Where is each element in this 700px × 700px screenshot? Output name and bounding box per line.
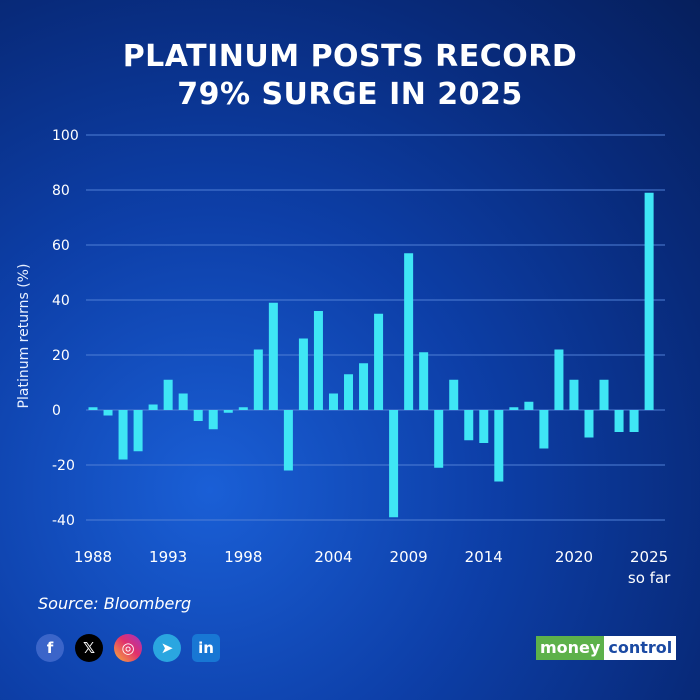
bar-2024 — [629, 410, 639, 432]
bar-2009 — [404, 253, 414, 410]
y-tick-label: -40 — [52, 513, 75, 529]
y-tick-label: 100 — [52, 128, 79, 144]
bar-1996 — [208, 410, 218, 430]
bar-2012 — [449, 379, 459, 410]
instagram-icon[interactable]: ◎ — [114, 634, 142, 662]
y-tick-label: 40 — [52, 293, 70, 309]
bar-2013 — [464, 410, 474, 441]
logo-part-money: money — [536, 636, 605, 660]
bar-1991 — [133, 410, 143, 452]
bar-2016 — [509, 407, 519, 410]
x-tick-label: 1993 — [149, 548, 187, 566]
x-axis-ticks: 1988 1993 1998 2004 2009 2014 2020 2025 so far — [74, 548, 671, 587]
chart-title-line1: PLATINUM POSTS RECORD — [122, 39, 578, 74]
bar-2010 — [419, 352, 429, 410]
x-tick-label: 2014 — [465, 548, 503, 566]
x-tick-label: 2025 — [630, 548, 668, 566]
source-note: Source: Bloomberg — [38, 594, 192, 613]
x-tick-label: 2020 — [555, 548, 593, 566]
bar-2017 — [524, 401, 534, 410]
logo-part-control: control — [604, 636, 677, 660]
bar-2011 — [434, 410, 444, 468]
bar-2021 — [584, 410, 594, 438]
bar-2002 — [298, 338, 308, 410]
bar-2015 — [494, 410, 504, 482]
moneycontrol-logo: money control — [536, 636, 677, 660]
bar-1992 — [148, 404, 158, 410]
bar-1999 — [253, 349, 263, 410]
y-axis-label: Platinum returns (%) — [16, 263, 32, 409]
x-tick-label: 1988 — [74, 548, 112, 566]
y-tick-label: 80 — [52, 183, 70, 199]
bar-1990 — [118, 410, 128, 460]
bar-1993 — [163, 379, 173, 410]
x-twitter-icon[interactable]: 𝕏 — [75, 634, 103, 662]
bar-1998 — [238, 407, 248, 410]
bar-1989 — [103, 410, 113, 416]
bar-2008 — [389, 410, 399, 518]
bars — [88, 192, 654, 518]
bar-2000 — [268, 302, 278, 410]
facebook-icon[interactable]: f — [36, 634, 64, 662]
y-tick-label: 60 — [52, 238, 70, 254]
chart-title: PLATINUM POSTS RECORD 79% SURGE IN 2025 — [0, 38, 700, 114]
bar-2018 — [539, 410, 549, 449]
bar-2006 — [359, 363, 369, 410]
bar-2020 — [569, 379, 579, 410]
telegram-icon[interactable]: ➤ — [153, 634, 181, 662]
x-tick-label: 2004 — [314, 548, 352, 566]
x-tick-label: 2009 — [390, 548, 428, 566]
bar-2004 — [328, 393, 338, 410]
x-tick-sublabel: so far — [628, 569, 671, 587]
bar-2014 — [479, 410, 489, 443]
bar-2005 — [344, 374, 354, 410]
bar-1988 — [88, 407, 98, 410]
chart-title-line2: 79% SURGE IN 2025 — [177, 77, 523, 112]
bar-2022 — [599, 379, 609, 410]
bar-2019 — [554, 349, 564, 410]
bar-2007 — [374, 313, 384, 410]
y-tick-label: -20 — [52, 458, 75, 474]
bar-1994 — [178, 393, 188, 410]
linkedin-icon[interactable]: in — [192, 634, 220, 662]
bar-1997 — [223, 410, 233, 413]
bar-2003 — [313, 311, 323, 410]
social-icons: f 𝕏 ◎ ➤ in — [36, 634, 220, 662]
bar-2023 — [614, 410, 624, 432]
y-axis-ticks: -40 -20 0 20 40 60 80 100 — [52, 128, 79, 529]
bar-1995 — [193, 410, 203, 421]
y-tick-label: 0 — [52, 403, 61, 419]
y-tick-label: 20 — [52, 348, 70, 364]
x-tick-label: 1998 — [224, 548, 262, 566]
bar-2025 — [644, 192, 654, 410]
bar-2001 — [283, 410, 293, 471]
